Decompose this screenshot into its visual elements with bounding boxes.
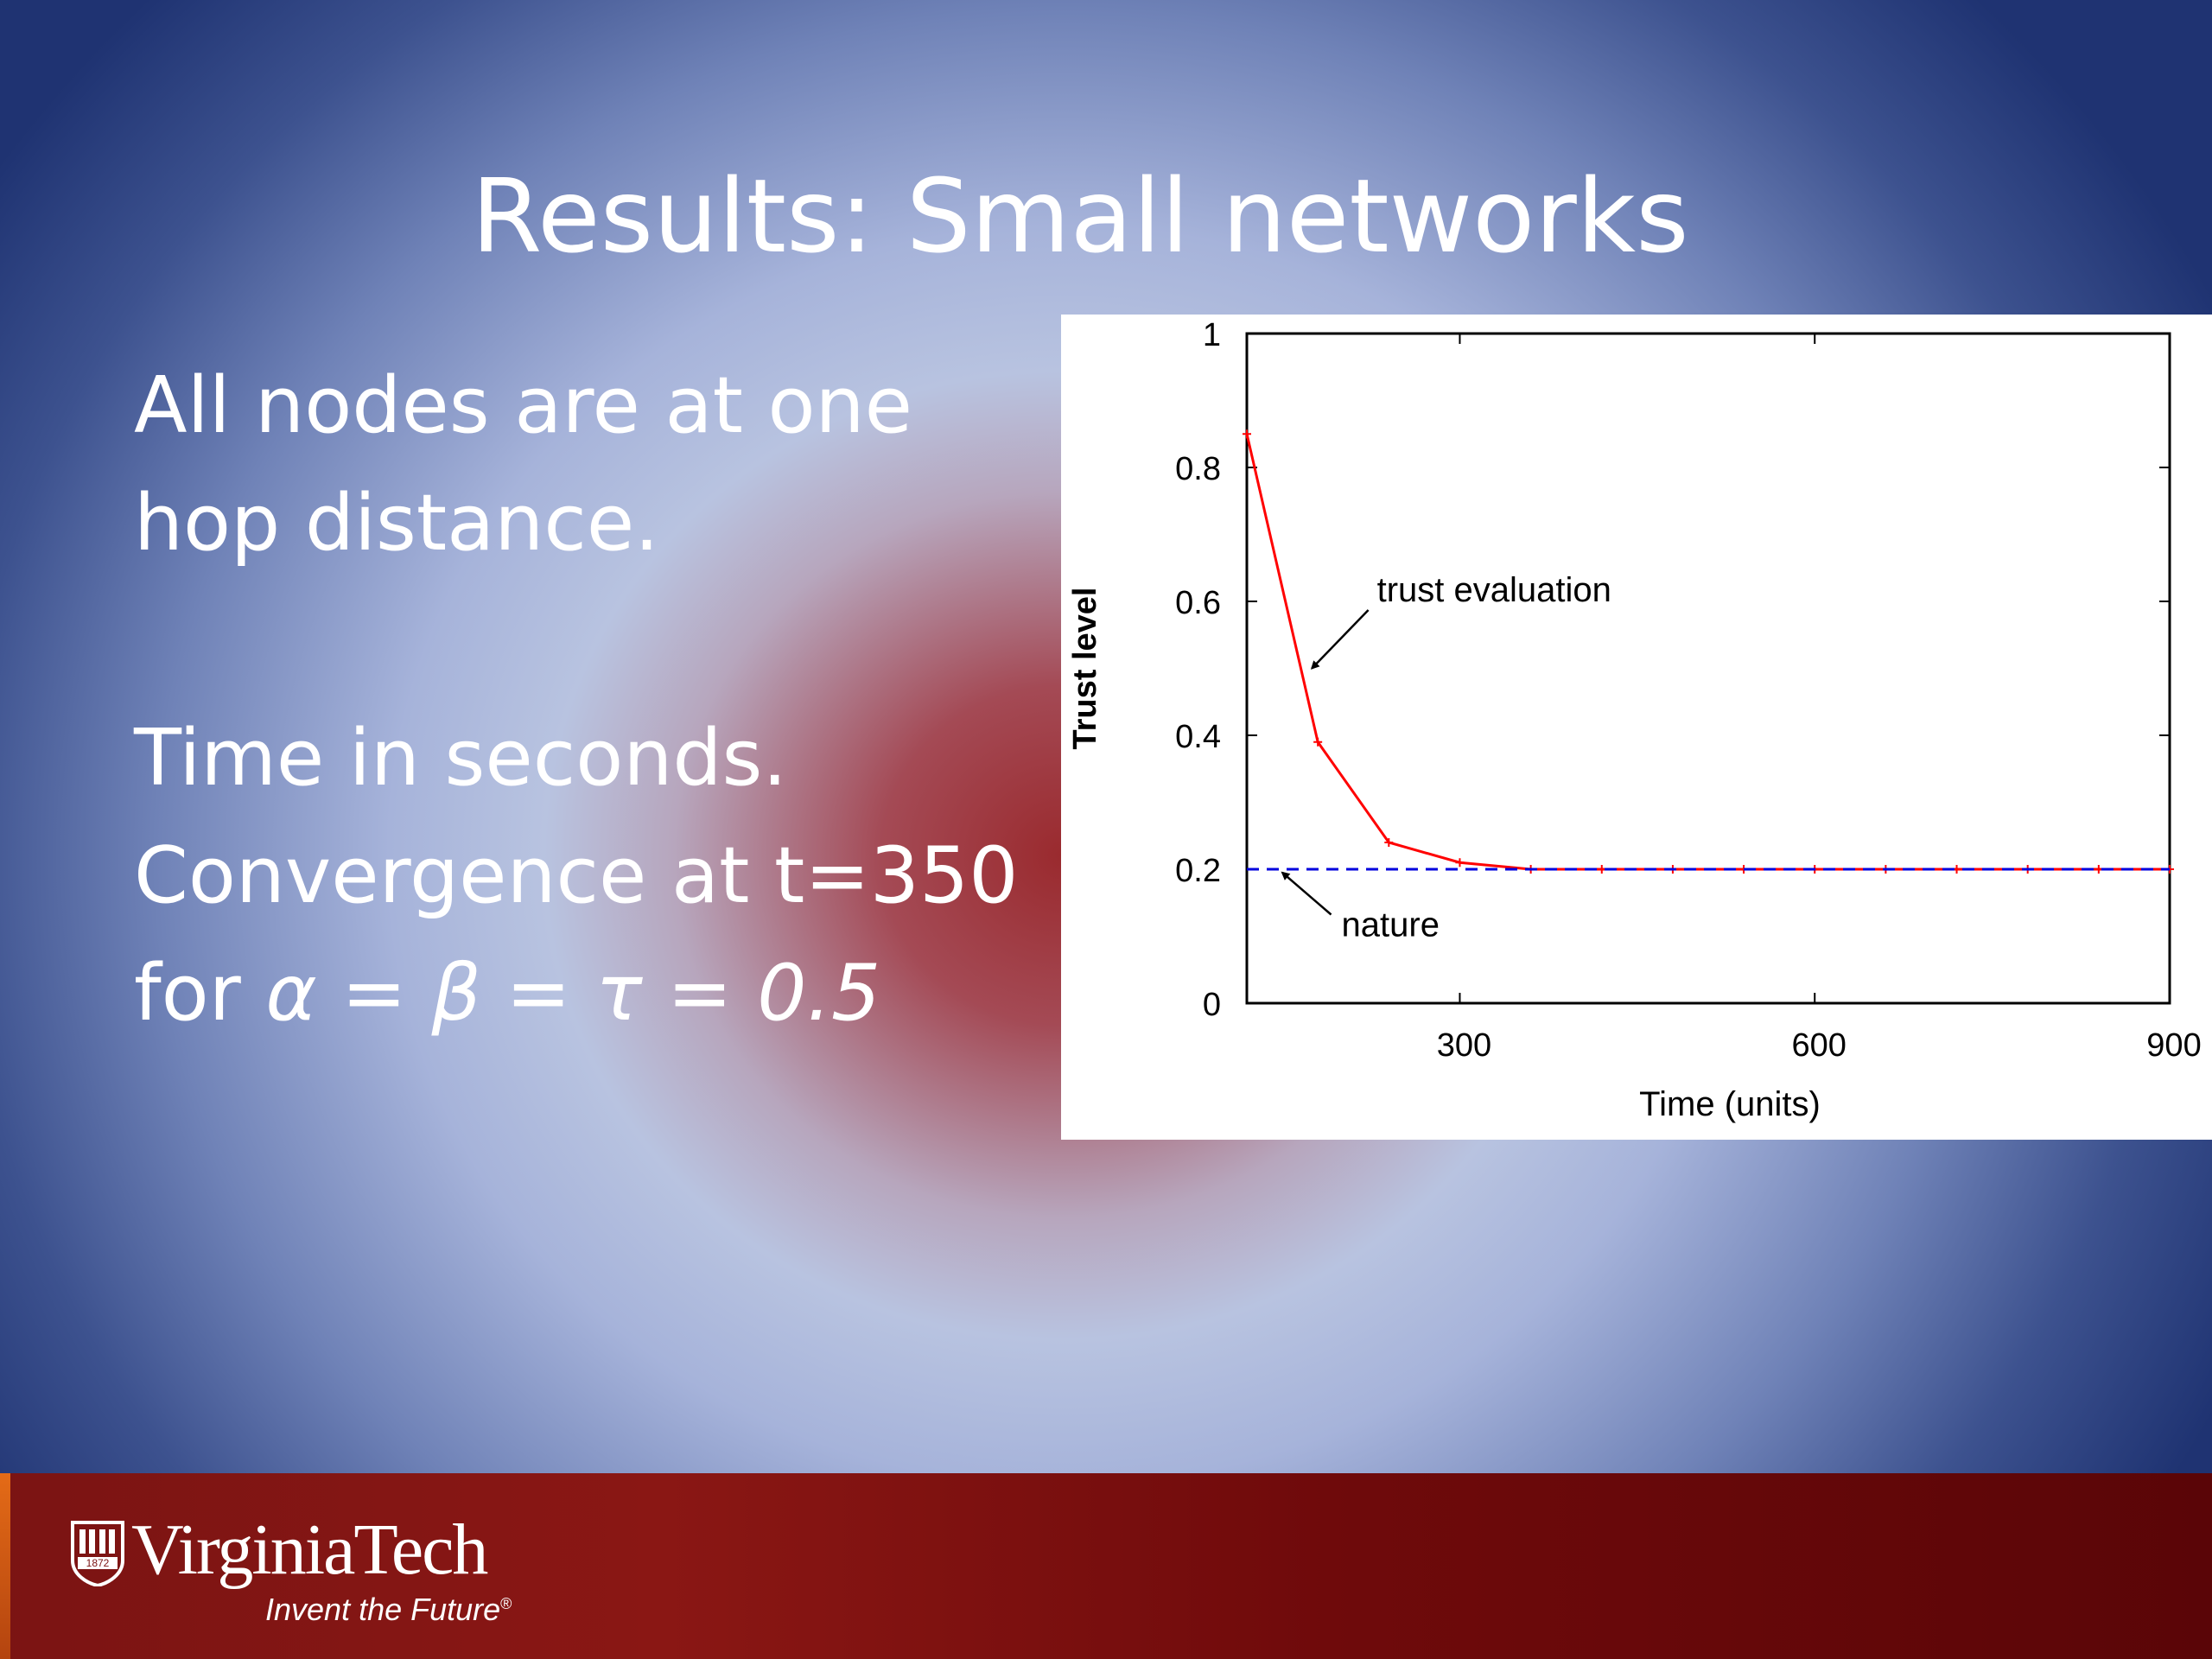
data-point-marker	[1243, 429, 1251, 439]
data-point-marker	[1313, 737, 1323, 747]
body-line: Time in seconds.	[134, 713, 787, 804]
y-tick-label: 0.2	[1175, 853, 1221, 889]
parameter-formula: α = β = τ = 0.5	[265, 948, 881, 1039]
chart-axes	[1245, 332, 2171, 1005]
x-tick-label: 600	[1792, 1027, 1847, 1064]
logo-year: 1872	[86, 1557, 110, 1569]
slide-title: Results: Small networks	[471, 156, 1689, 276]
x-tick-label: 300	[1437, 1027, 1491, 1064]
virginia-tech-logo: 1872 VirginiaTech Invent the Future®	[71, 1510, 555, 1629]
body-paragraph-2: Time in seconds. Convergence at t=350 fo…	[134, 700, 1019, 1052]
y-tick-label: 0.4	[1175, 719, 1221, 755]
annotation-trust-evaluation: trust evaluation	[1377, 571, 1611, 609]
plot-frame	[1245, 332, 2171, 1005]
body-line-formula: for α = β = τ = 0.5	[134, 935, 1019, 1052]
vt-shield-icon: 1872	[71, 1521, 124, 1586]
chart-labels: 0 0.2 0.4 0.6 0.8 1 300 600 900 Time (units) Trust…	[1067, 317, 2202, 1123]
chart-panel: 0 0.2 0.4 0.6 0.8 1 300 600 900 Time (units) Trust…	[1061, 315, 2212, 1140]
y-tick-label: 0.6	[1175, 585, 1221, 621]
annotation-arrow	[1310, 609, 1370, 670]
body-line: All nodes are at one	[134, 360, 912, 451]
data-point-marker	[1384, 838, 1394, 847]
logo-wordmark: VirginiaTech	[131, 1510, 488, 1590]
y-axis-label: Trust level	[1067, 588, 1103, 750]
body-paragraph-1: All nodes are at one hop distance.	[134, 347, 912, 582]
tagline-text: Invent the Future	[265, 1592, 501, 1627]
y-tick-label: 0.8	[1175, 451, 1221, 487]
trust-level-chart: 0 0.2 0.4 0.6 0.8 1 300 600 900 Time (units) Trust…	[1067, 317, 2202, 1123]
x-tick-label: 900	[2146, 1027, 2201, 1064]
footer-bar	[0, 1473, 2212, 1659]
data-point-marker	[1455, 858, 1465, 868]
y-tick-label: 1	[1203, 317, 1221, 353]
footer-accent-stripe	[0, 1473, 10, 1659]
registered-mark: ®	[500, 1595, 512, 1612]
annotation-arrow	[1281, 871, 1332, 916]
logo-tagline: Invent the Future®	[265, 1585, 512, 1629]
body-line: Convergence at t=350	[134, 830, 1019, 921]
annotation-nature: nature	[1342, 906, 1440, 944]
formula-prefix: for	[134, 948, 266, 1039]
body-line: hop distance.	[134, 478, 659, 569]
chart-series	[1243, 429, 2174, 874]
series-line-trust	[1245, 433, 2170, 871]
x-axis-label: Time (units)	[1639, 1085, 1821, 1123]
y-tick-label: 0	[1203, 987, 1221, 1023]
